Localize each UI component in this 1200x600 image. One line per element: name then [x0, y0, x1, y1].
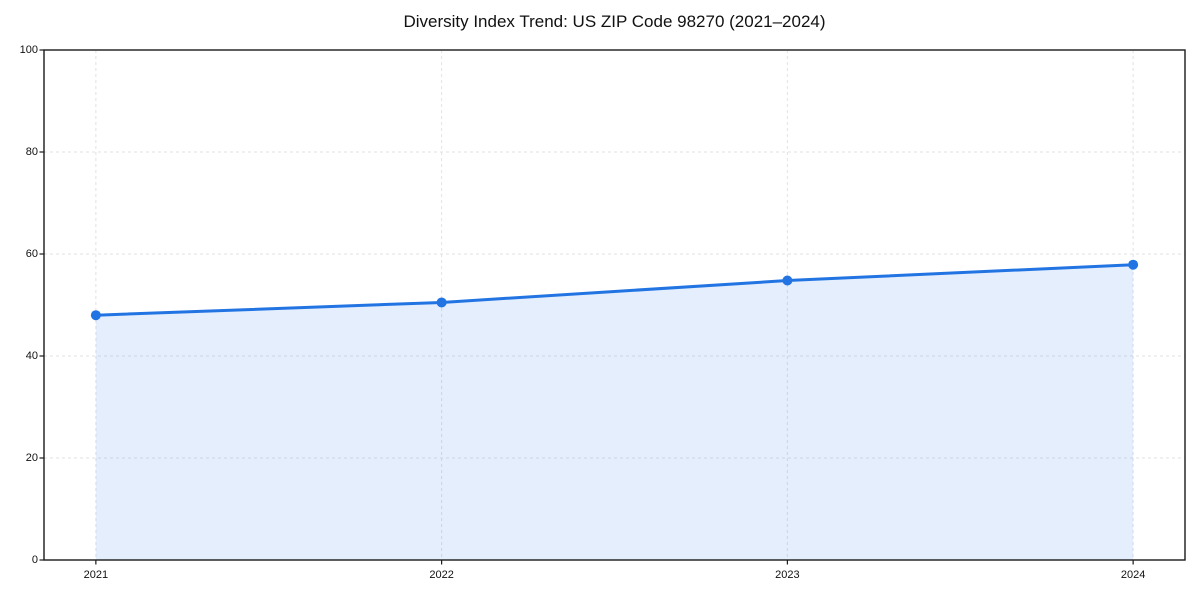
data-point-marker — [1128, 259, 1139, 270]
data-point-marker — [90, 310, 101, 321]
y-tick-label: 60 — [25, 248, 38, 260]
trend-line — [94, 263, 1135, 317]
plot-border — [43, 49, 1186, 561]
x-tick-label: 2024 — [1120, 569, 1146, 581]
chart-title: Diversity Index Trend: US ZIP Code 98270… — [403, 12, 826, 31]
data-point-marker — [782, 275, 793, 286]
y-tick-label: 0 — [31, 554, 38, 566]
y-tick-label: 100 — [19, 44, 38, 56]
y-tick-label: 40 — [25, 350, 38, 362]
x-tick-label: 2023 — [775, 569, 800, 581]
x-tick-label: 2021 — [83, 569, 109, 581]
x-tick-label: 2022 — [429, 569, 454, 581]
area-fill — [95, 264, 1134, 560]
data-point-marker — [436, 297, 447, 308]
y-tick-label: 20 — [25, 452, 38, 464]
y-tick-label: 80 — [25, 146, 38, 158]
